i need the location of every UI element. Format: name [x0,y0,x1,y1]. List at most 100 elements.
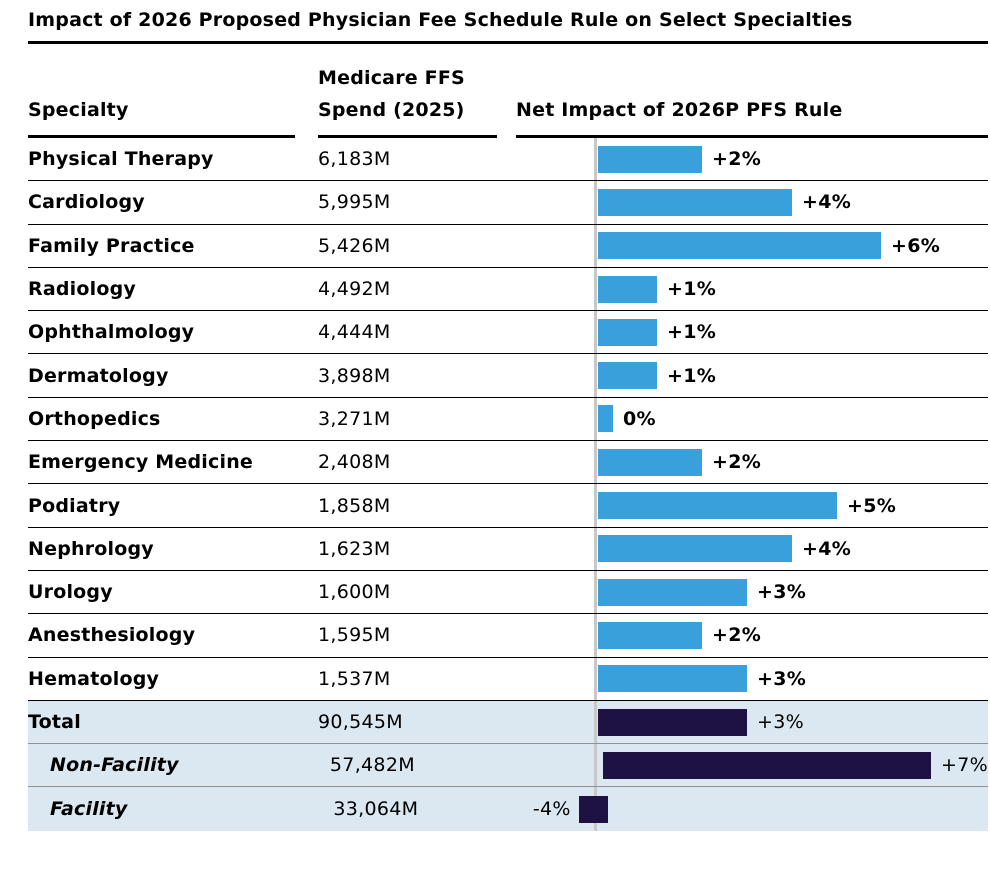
table-row: Podiatry 1,858M +5% [28,484,988,528]
impact-value-label: +7% [941,754,989,777]
column-header-impact-label: Net Impact of 2026P PFS Rule [516,99,843,122]
specialty-cell: Anesthesiology [28,624,196,647]
column-headers: Specialty Medicare FFS Spend (2025) Net … [28,44,988,138]
impact-cell: +2% [516,441,988,483]
impact-value-label: +3% [757,581,807,604]
specialty-cell: Non-Facility [50,754,179,777]
spend-cell: 1,537M [318,667,391,690]
column-header-spend-line1: Medicare FFS [318,67,465,90]
table-row: Urology 1,600M +3% [28,571,988,615]
spend-cell: 1,600M [318,581,391,604]
table-row: Family Practice 5,426M +6% [28,225,988,268]
impact-bar [598,708,747,736]
impact-value-label: +4% [802,537,852,560]
impact-cell: +4% [516,181,988,223]
impact-bar [603,751,932,779]
specialty-cell: Urology [28,581,113,604]
impact-value-label: +4% [802,191,852,214]
specialty-cell: Hematology [28,667,160,690]
impact-bar [598,578,747,606]
impact-cell: +1% [516,354,988,396]
specialty-cell: Physical Therapy [28,148,214,171]
column-header-spend-line2: Spend (2025) [318,99,465,122]
table-row: Non-Facility 57,482M +7% [28,744,988,788]
specialty-cell: Nephrology [28,537,154,560]
impact-cell: +3% [516,701,988,743]
impact-cell: +2% [516,614,988,656]
specialty-cell: Family Practice [28,234,195,257]
table-row: Hematology 1,537M +3% [28,658,988,701]
spend-cell: 5,995M [318,191,391,214]
impact-bar [598,621,702,649]
impact-cell: +4% [516,528,988,570]
specialty-cell: Orthopedics [28,407,161,430]
specialty-cell: Ophthalmology [28,321,195,344]
specialty-cell: Dermatology [28,364,169,387]
impact-bar [598,448,702,476]
spend-cell: 3,898M [318,364,391,387]
impact-cell: +3% [516,571,988,613]
specialty-cell: Cardiology [28,191,145,214]
impact-value-label: +2% [712,451,762,474]
spend-cell: 33,064M [333,798,419,821]
spend-cell: 57,482M [329,754,415,777]
spend-cell: 4,444M [318,321,391,344]
spend-cell: 3,271M [318,407,391,430]
table-row: Radiology 4,492M +1% [28,268,988,312]
column-header-specialty-label: Specialty [28,99,129,122]
spend-cell: 1,595M [318,624,391,647]
impact-value-label: +3% [757,667,807,690]
table-row: Ophthalmology 4,444M +1% [28,311,988,355]
impact-value-label-negative: -4% [532,798,571,821]
table-row: Anesthesiology 1,595M +2% [28,614,988,658]
impact-bar [598,275,657,303]
impact-bar [598,362,657,390]
impact-value-label: +1% [667,321,717,344]
impact-cell: +1% [516,311,988,353]
impact-value-label: +2% [712,624,762,647]
table-row: Cardiology 5,995M +4% [28,181,988,225]
impact-bar [598,145,702,173]
specialty-cell: Podiatry [28,494,121,517]
impact-bar [598,665,747,693]
spend-cell: 4,492M [318,278,391,301]
table-row: Dermatology 3,898M +1% [28,354,988,398]
impact-cell: +5% [516,484,988,526]
spend-cell: 5,426M [318,234,391,257]
impact-cell: 0% [516,398,988,440]
impact-value-label: +3% [757,711,804,733]
chart-title: Impact of 2026 Proposed Physician Fee Sc… [28,0,988,44]
table-row: Total 90,545M +3% [28,700,988,745]
spend-cell: 1,858M [318,494,391,517]
impact-cell: +1% [516,268,988,310]
impact-value-label: +5% [847,494,897,517]
impact-bar [598,492,837,520]
table-row: Facility 33,064M -4% [28,787,988,831]
impact-value-label: +2% [712,148,762,171]
column-header-spend: Medicare FFS Spend (2025) [318,44,497,138]
table-row: Nephrology 1,623M +4% [28,528,988,571]
table-row: Orthopedics 3,271M 0% [28,398,988,442]
specialty-cell: Total [28,711,81,733]
impact-cell: +6% [516,225,988,267]
column-header-impact: Net Impact of 2026P PFS Rule [516,44,988,138]
impact-bar [598,318,657,346]
impact-cell: +3% [516,658,988,700]
impact-value-label: +1% [667,278,717,301]
impact-value-label: +6% [891,234,941,257]
specialty-cell: Radiology [28,278,136,301]
specialty-cell: Facility [50,798,128,821]
table-row: Physical Therapy 6,183M +2% [28,138,988,182]
impact-value-label: 0% [623,407,656,430]
impact-cell: +7% [521,744,988,786]
table-row: Emergency Medicine 2,408M +2% [28,441,988,485]
impact-cell: -4% [527,787,988,830]
column-header-specialty: Specialty [28,44,295,138]
chart-rows: Physical Therapy 6,183M +2% Cardiology 5… [28,138,988,831]
impact-bar [598,405,613,433]
specialty-cell: Emergency Medicine [28,451,254,474]
impact-bar [578,795,608,823]
spend-cell: 90,545M [318,711,403,733]
impact-bar [598,188,792,216]
